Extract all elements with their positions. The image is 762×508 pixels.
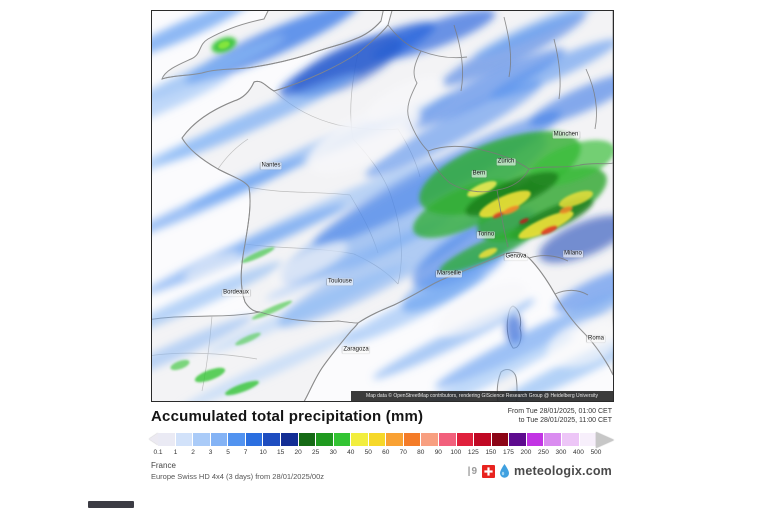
scale-tick-label: 40 — [347, 449, 355, 456]
scale-tick-label: 25 — [312, 449, 320, 456]
scale-cell — [333, 433, 351, 446]
scale-cell — [280, 433, 298, 446]
national-borders — [259, 16, 613, 324]
scale-cell — [509, 433, 526, 446]
scale-tick-label: 150 — [485, 449, 497, 456]
scale-cell — [561, 433, 579, 446]
cropped-edge-artifact — [88, 501, 134, 508]
scale-tick-label: 60 — [382, 449, 390, 456]
brand-row: |9 meteologix.com — [468, 461, 612, 481]
scale-tick-label: 80 — [417, 449, 425, 456]
scale-cell — [456, 433, 474, 446]
water-drop-icon — [500, 464, 510, 478]
scale-tick-label: 5 — [226, 449, 230, 456]
period-from: From Tue 28/01/2025, 01:00 CET — [507, 408, 612, 415]
swiss-flag-icon — [482, 464, 496, 478]
scale-cell — [210, 433, 228, 446]
scale-tick-label: 2 — [191, 449, 195, 456]
model-info: Europe Swiss HD 4x4 (3 days) from 28/01/… — [151, 472, 325, 481]
scale-cell — [439, 433, 456, 446]
scale-tick-label: 3 — [208, 449, 213, 456]
scale-tick-label: 200 — [520, 449, 532, 456]
map-attribution: Map data © OpenStreetMap contributors, r… — [351, 391, 613, 401]
scale-tick-label: 400 — [573, 449, 584, 456]
scale-tick-label: 300 — [555, 449, 567, 456]
partner-logo-mark: |9 — [467, 465, 479, 477]
region-label: France — [151, 461, 176, 470]
color-scale-cells — [158, 433, 597, 446]
scale-cell — [421, 433, 438, 446]
scale-tick-label: 70 — [399, 449, 407, 456]
scale-tick-label: 100 — [450, 449, 462, 456]
scale-cell — [193, 433, 210, 446]
scale-cell — [579, 433, 597, 446]
scale-cell — [544, 433, 561, 446]
precipitation-map: Nantes Bordeaux Toulouse Zaragoza Marseille T… — [151, 10, 614, 402]
scale-cell — [403, 433, 421, 446]
color-scale-bar — [149, 431, 614, 448]
color-scale-labels: 0.1 1 2 3 5 7 10 15 20 25 30 40 50 60 70 80 90 100 125 150 1… — [150, 449, 612, 458]
precipitation-extreme-cores — [170, 41, 594, 396]
scale-tick-label: 125 — [467, 449, 479, 456]
scale-tick-label: 15 — [277, 449, 285, 456]
scale-cell — [263, 433, 280, 446]
scale-tick-label: 250 — [538, 449, 549, 456]
scale-cell — [298, 433, 316, 446]
scale-cell — [175, 433, 193, 446]
scale-cell — [491, 433, 509, 446]
scale-cell — [386, 433, 403, 446]
site-name: meteologix.com — [514, 464, 612, 478]
scale-tick-label: 50 — [364, 449, 372, 456]
scale-cell — [526, 433, 544, 446]
scale-tick-label: 20 — [294, 449, 302, 456]
scale-cell — [245, 433, 263, 446]
period-to: to Tue 28/01/2025, 11:00 CET — [518, 417, 612, 424]
scale-cell — [368, 433, 386, 446]
legend-title: Accumulated total precipitation (mm) — [151, 408, 424, 425]
scale-tick-label: 500 — [590, 449, 602, 456]
dry-gaps — [184, 76, 613, 368]
scale-cell — [158, 433, 175, 446]
scale-tick-label: 30 — [329, 449, 337, 456]
forecast-period: From Tue 28/01/2025, 01:00 CET to Tue 28… — [508, 407, 612, 425]
precipitation-map-svg — [152, 11, 613, 401]
scale-head-arrow — [596, 431, 614, 448]
scale-cell — [474, 433, 491, 446]
scale-tick-label: 10 — [259, 449, 267, 456]
scale-tick-label: 90 — [434, 449, 442, 456]
scale-tick-label: 0.1 — [153, 449, 163, 456]
scale-tail-arrow — [149, 433, 158, 445]
scale-cell — [316, 433, 333, 446]
scale-cell — [351, 433, 368, 446]
scale-tick-label: 1 — [173, 449, 178, 456]
scale-tick-label: 175 — [502, 449, 514, 456]
scale-cell — [228, 433, 245, 446]
scale-tick-label: 7 — [243, 449, 248, 456]
